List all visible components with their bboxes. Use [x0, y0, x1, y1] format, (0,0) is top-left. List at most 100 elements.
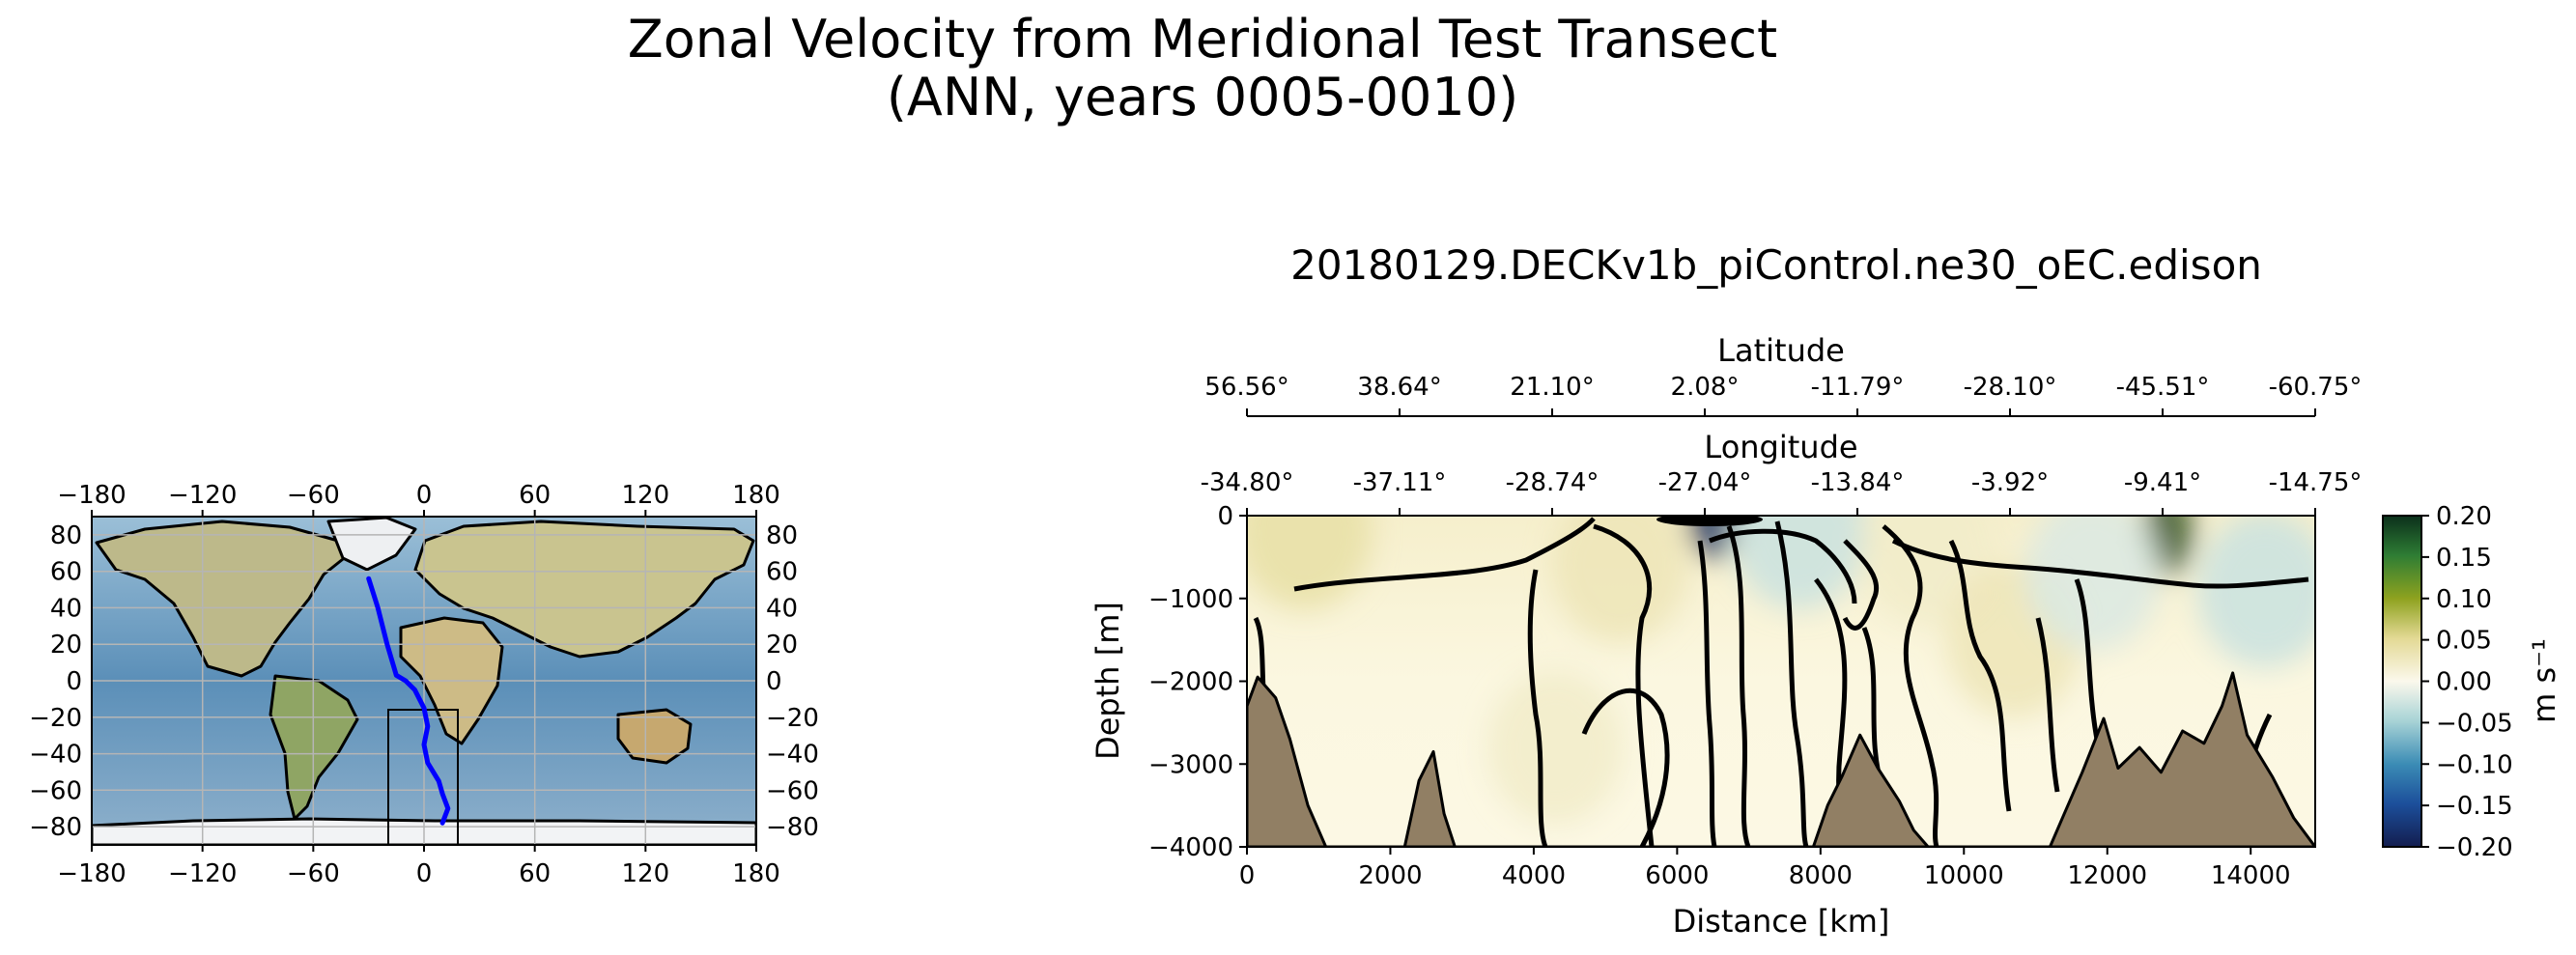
colorbar-ticks: 0.20 0.15 0.10 0.05 0.00 −0.05 −0.10 −0.15 −0.20	[2421, 502, 2513, 862]
colorbar: 0.20 0.15 0.10 0.05 0.00 −0.05 −0.10 −0.15 −0.20…	[2382, 502, 2562, 862]
latitude-ticks: 56.56° 38.64° 21.10° 2.08° -11.79° -28.10° -45…	[1204, 373, 2362, 416]
x-tick-label: 6000	[1645, 861, 1709, 890]
map-lat-tick-right: 40	[766, 594, 798, 623]
latitude-tick-label: 21.10°	[1510, 373, 1594, 402]
section-panel: 0 2000 4000 6000 8000 10000 12000 14000 0 −1000 −2…	[1090, 332, 2362, 940]
map-lon-tick-top: 0	[416, 481, 433, 510]
map-lon-tick-top: −180	[57, 481, 126, 510]
zero-contour-11	[1948, 539, 2012, 812]
velocity-anomaly	[1247, 516, 1373, 610]
zero-contour-1	[1293, 517, 1596, 592]
zero-contour-9	[1882, 524, 1939, 847]
map-panel: −180 −180 −120 −120 −60 −60 0 0 60 60 120 120 180 180…	[29, 481, 819, 888]
map-lat-tick-left: 40	[50, 594, 82, 623]
map-lat-tick-left: 0	[66, 667, 82, 696]
map-lat-tick-right: −20	[766, 704, 819, 733]
x-tick-label: 10000	[1924, 861, 2004, 890]
latitude-axis-label: Latitude	[1717, 332, 1845, 369]
zero-contour-8	[1697, 540, 1717, 847]
map-lon-tick-top: 60	[519, 481, 551, 510]
section-ticks: 0 2000 4000 6000 8000 10000 12000 14000 0 −1000 −2…	[1148, 502, 2291, 890]
velocity-anomaly	[2024, 516, 2161, 652]
strong-flow-patch	[1656, 516, 1763, 526]
latitude-tick-label: 38.64°	[1357, 373, 1441, 402]
longitude-ticks: -34.80° -37.11° -28.74° -27.04° -13.84° -3.92…	[1201, 468, 2363, 516]
map-lat-tick-left: 80	[50, 521, 82, 550]
longitude-tick-label: -34.80°	[1201, 468, 1294, 497]
map-ticks: −180 −180 −120 −120 −60 −60 0 0 60 60 120 120 180 180…	[29, 481, 819, 888]
zero-contour-3	[1593, 523, 1655, 847]
map-lon-tick-top: −60	[287, 481, 340, 510]
colorbar-tick-label: 0.15	[2436, 544, 2492, 573]
x-tick-label: 2000	[1358, 861, 1422, 890]
y-tick-label: −1000	[1148, 585, 1233, 614]
latitude-tick-label: -28.10°	[1964, 373, 2057, 402]
longitude-axis-label: Longitude	[1704, 429, 1857, 465]
zero-contour-6	[1774, 520, 1809, 847]
zero-contour-16	[2035, 617, 2060, 793]
longitude-tick-label: -14.75°	[2269, 468, 2363, 497]
map-lat-tick-left: −60	[29, 776, 82, 805]
transect-line	[366, 576, 451, 826]
longitude-tick-label: -9.41°	[2124, 468, 2201, 497]
x-tick-label: 0	[1239, 861, 1256, 890]
map-lat-tick-left: −80	[29, 813, 82, 842]
velocity-anomaly	[2197, 516, 2315, 668]
longitude-tick-label: -37.11°	[1353, 468, 1447, 497]
zero-contour-2	[1527, 569, 1548, 847]
longitude-tick-label: -27.04°	[1658, 468, 1752, 497]
velocity-anomaly	[1731, 516, 1867, 610]
zero-contour-4	[1581, 688, 1670, 847]
map-lon-tick-top: 180	[732, 481, 780, 510]
zero-contour-12	[1709, 528, 1857, 604]
colorbar-tick-label: 0.05	[2436, 627, 2492, 656]
zero-contours	[1253, 517, 2309, 847]
map-lon-tick-bottom: −60	[287, 859, 340, 888]
zero-contour-5	[1726, 525, 1751, 847]
latitude-tick-label: -45.51°	[2116, 373, 2210, 402]
map-lon-tick-bottom: −180	[57, 859, 126, 888]
map-lat-tick-right: −80	[766, 813, 819, 842]
colorbar-gradient	[2382, 515, 2422, 848]
map-lon-tick-bottom: −120	[168, 859, 237, 888]
figure-title-line2: (ANN, years 0005-0010)	[886, 67, 1519, 127]
figure-title-line1: Zonal Velocity from Meridional Test Tran…	[627, 9, 1778, 70]
longitude-tick-label: -28.74°	[1506, 468, 1599, 497]
velocity-anomaly	[1552, 516, 1687, 643]
zero-contour-14	[1891, 538, 2309, 589]
x-tick-label: 4000	[1502, 861, 1566, 890]
y-tick-label: −3000	[1148, 750, 1233, 779]
x-tick-label: 8000	[1789, 861, 1853, 890]
bathymetry	[1247, 671, 2315, 847]
colorbar-tick-label: 0.10	[2436, 585, 2492, 614]
colorbar-label: m s⁻¹	[2526, 638, 2562, 723]
y-tick-label: −4000	[1148, 833, 1233, 862]
colorbar-tick-label: −0.20	[2436, 833, 2513, 862]
map-lon-tick-bottom: 120	[622, 859, 670, 888]
map-lat-tick-right: 60	[766, 558, 798, 587]
x-tick-label: 14000	[2211, 861, 2291, 890]
map-lat-tick-right: −40	[766, 741, 819, 770]
colorbar-tick-label: −0.10	[2436, 750, 2513, 779]
longitude-tick-label: -13.84°	[1811, 468, 1905, 497]
x-tick-label: 12000	[2067, 861, 2147, 890]
y-tick-label: −2000	[1148, 668, 1233, 697]
map-lon-tick-bottom: 180	[732, 859, 780, 888]
map-lat-tick-right: −60	[766, 776, 819, 805]
map-lat-tick-left: 60	[50, 558, 82, 587]
colorbar-tick-label: −0.15	[2436, 792, 2513, 821]
latitude-tick-label: -60.75°	[2269, 373, 2363, 402]
map-lat-tick-right: 80	[766, 521, 798, 550]
map-lat-tick-right: 20	[766, 631, 798, 660]
zero-contour-13	[1842, 539, 1880, 631]
map-lon-tick-top: 120	[622, 481, 670, 510]
latitude-tick-label: 56.56°	[1204, 373, 1288, 402]
map-lon-tick-top: −120	[168, 481, 237, 510]
colorbar-tick-label: −0.05	[2436, 709, 2513, 738]
map-lon-tick-bottom: 60	[519, 859, 551, 888]
section-plot-title: 20180129.DECKv1b_piControl.ne30_oEC.edis…	[1290, 241, 2262, 289]
velocity-field	[1247, 516, 2315, 847]
colorbar-tick-label: 0.00	[2436, 668, 2492, 697]
y-tick-label: 0	[1217, 502, 1233, 531]
